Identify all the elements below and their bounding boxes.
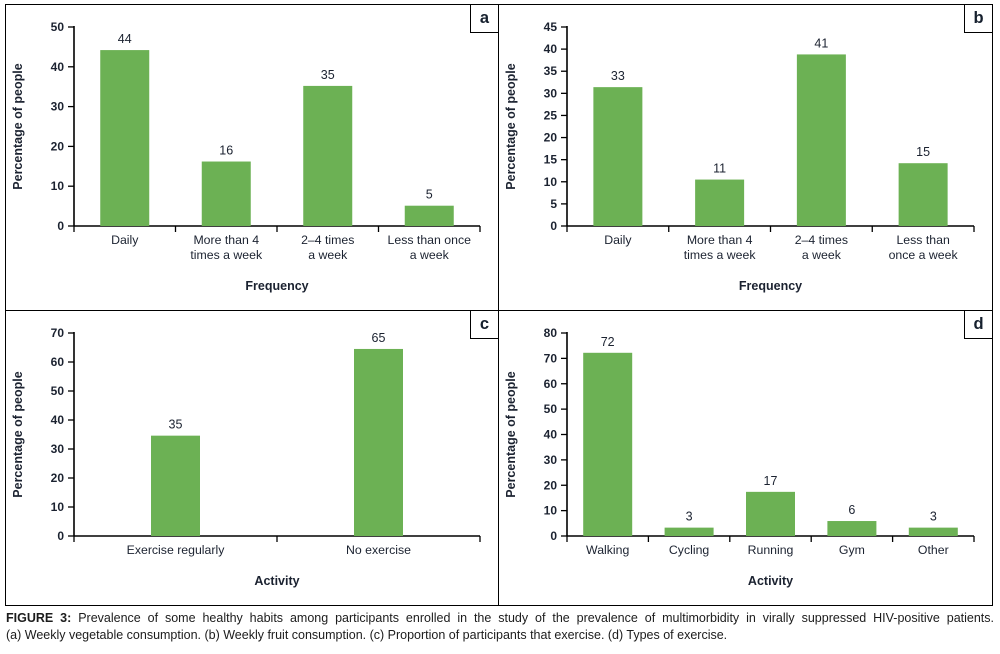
svg-text:once a week: once a week [889,248,959,262]
svg-text:17: 17 [764,474,778,488]
svg-text:Gym: Gym [839,543,865,557]
svg-text:Percentage of people: Percentage of people [11,371,25,497]
figure-caption-line1: FIGURE 3: Prevalence of some healthy hab… [6,610,994,627]
svg-text:0: 0 [550,529,557,543]
svg-text:Exercise regularly: Exercise regularly [127,543,226,557]
svg-text:10: 10 [51,179,65,193]
svg-text:16: 16 [219,144,233,158]
svg-text:70: 70 [544,351,558,365]
svg-text:times a week: times a week [684,248,757,262]
svg-text:40: 40 [51,60,65,74]
panel-d: 0 10 20 30 40 50 60 70 80 72 Walking 3 Cycling 17 Runn… [499,311,992,605]
svg-text:2–4 times: 2–4 times [301,233,354,247]
svg-text:3: 3 [686,510,693,524]
svg-text:72: 72 [601,335,615,349]
svg-text:0: 0 [550,219,557,233]
svg-text:30: 30 [51,100,65,114]
svg-text:No exercise: No exercise [346,543,411,557]
panel-c: 0 10 20 30 40 50 60 70 35 Exercise regularly 65 No … [6,311,499,605]
panel-letter-b: b [964,5,992,33]
svg-text:0: 0 [57,529,64,543]
svg-text:Daily: Daily [111,233,139,247]
svg-text:5: 5 [426,188,433,202]
svg-text:41: 41 [814,36,828,50]
svg-text:40: 40 [51,413,65,427]
svg-text:10: 10 [51,500,65,514]
svg-text:50: 50 [544,402,558,416]
svg-text:11: 11 [713,162,726,176]
svg-text:25: 25 [544,108,558,122]
svg-text:a week: a week [802,248,842,262]
svg-text:Percentage of people: Percentage of people [11,63,25,189]
panel-letter-c: c [470,311,498,339]
svg-text:20: 20 [544,478,558,492]
svg-text:Cycling: Cycling [669,543,709,557]
svg-text:33: 33 [611,69,625,83]
svg-text:15: 15 [544,153,558,167]
svg-text:15: 15 [916,145,930,159]
svg-text:Less than: Less than [896,233,949,247]
figure-caption-text: Prevalence of some healthy habits among … [78,611,994,625]
svg-text:Frequency: Frequency [245,279,308,293]
svg-text:35: 35 [544,64,558,78]
figure-caption-label: FIGURE 3: [6,611,72,625]
svg-text:40: 40 [544,42,558,56]
svg-text:Other: Other [918,543,949,557]
panel-letter-d: d [964,311,992,339]
svg-text:a week: a week [308,248,348,262]
svg-text:30: 30 [51,442,65,456]
svg-text:45: 45 [544,20,558,34]
svg-text:Less than once: Less than once [388,233,472,247]
panel-a: 0 10 20 30 40 50 44 Daily 16 More than 4 times a w… [6,5,499,311]
figure-3-panel-grid: 0 10 20 30 40 50 44 Daily 16 More than 4 times a w… [5,4,993,606]
panel-b: 0 5 10 15 20 25 30 35 40 45 33 Daily 11 More than 4 ti… [499,5,992,311]
figure-caption: FIGURE 3: Prevalence of some healthy hab… [6,610,994,643]
svg-text:Walking: Walking [586,543,629,557]
svg-text:50: 50 [51,384,65,398]
svg-text:10: 10 [544,504,558,518]
svg-text:10: 10 [544,175,558,189]
svg-text:30: 30 [544,86,558,100]
svg-text:80: 80 [544,326,558,340]
bar-chart-exercise-types: 0 10 20 30 40 50 60 70 80 72 Walking 3 Cycling 17 Runn… [504,326,975,588]
svg-text:60: 60 [51,355,65,369]
svg-text:times a week: times a week [190,248,263,262]
svg-text:2–4 times: 2–4 times [795,233,848,247]
svg-text:a week: a week [410,248,450,262]
svg-text:20: 20 [51,471,65,485]
svg-text:Daily: Daily [604,233,632,247]
svg-text:Running: Running [748,543,794,557]
svg-text:More than 4: More than 4 [193,233,259,247]
panel-letter-a: a [470,5,498,33]
svg-text:40: 40 [544,428,558,442]
svg-text:50: 50 [51,20,65,34]
svg-text:20: 20 [544,131,558,145]
bar-chart-exercise-proportion: 0 10 20 30 40 50 60 70 35 Exercise regularly 65 No … [11,326,481,588]
svg-text:35: 35 [321,68,335,82]
svg-text:Activity: Activity [748,574,793,588]
svg-text:70: 70 [51,326,65,340]
svg-text:20: 20 [51,139,65,153]
svg-text:0: 0 [57,219,64,233]
svg-text:65: 65 [372,331,386,345]
svg-text:3: 3 [930,510,937,524]
svg-text:Percentage of people: Percentage of people [504,63,518,189]
svg-text:Frequency: Frequency [739,279,802,293]
svg-text:60: 60 [544,377,558,391]
svg-text:Activity: Activity [254,574,299,588]
bar-chart-weekly-fruit-consumption: 0 5 10 15 20 25 30 35 40 45 33 Daily 11 More than 4ti… [504,20,975,293]
svg-text:6: 6 [848,503,855,517]
svg-text:Percentage of people: Percentage of people [504,371,518,497]
svg-text:5: 5 [550,197,557,211]
svg-text:30: 30 [544,453,558,467]
svg-text:44: 44 [118,32,132,46]
figure-caption-subcaptions: (a) Weekly vegetable consumption. (b) We… [6,627,728,642]
svg-text:35: 35 [169,418,183,432]
svg-text:More than 4: More than 4 [687,233,753,247]
